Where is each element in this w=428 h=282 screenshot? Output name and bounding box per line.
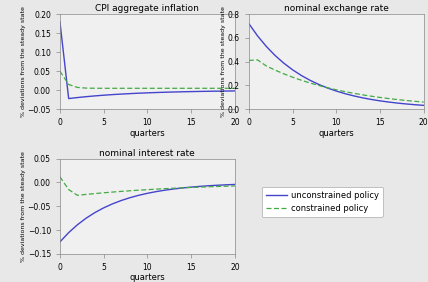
Title: CPI aggregate inflation: CPI aggregate inflation xyxy=(95,4,199,13)
Title: nominal exchange rate: nominal exchange rate xyxy=(284,4,389,13)
Title: nominal interest rate: nominal interest rate xyxy=(99,149,195,158)
X-axis label: quarters: quarters xyxy=(318,129,354,138)
Legend: unconstrained policy, constrained policy: unconstrained policy, constrained policy xyxy=(262,187,383,217)
Y-axis label: % deviations from the steady state: % deviations from the steady state xyxy=(221,6,226,117)
Y-axis label: % deviations from the steady state: % deviations from the steady state xyxy=(21,6,26,117)
X-axis label: quarters: quarters xyxy=(130,129,165,138)
X-axis label: quarters: quarters xyxy=(130,273,165,282)
Y-axis label: % deviations from the steady state: % deviations from the steady state xyxy=(21,151,26,262)
